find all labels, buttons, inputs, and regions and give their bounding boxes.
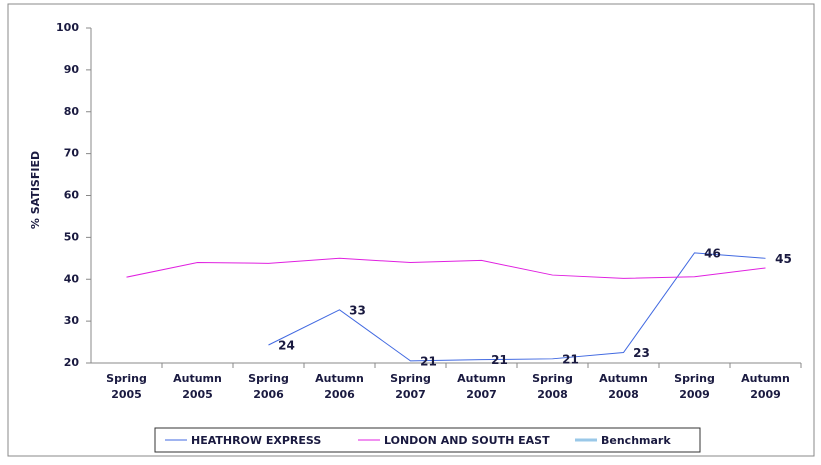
x-tick-label: Spring 2006 — [248, 372, 289, 401]
y-tick-label: 20 — [64, 356, 80, 369]
data-label: 46 — [704, 246, 721, 260]
x-tick-label: Spring 2007 — [390, 372, 431, 401]
data-label: 21 — [562, 352, 579, 366]
data-label: 33 — [349, 303, 366, 317]
series-line — [126, 257, 766, 279]
x-tick-label: Autumn 2009 — [741, 372, 790, 401]
y-axis-label: % SATISFIED — [29, 151, 42, 229]
legend-label: Benchmark — [601, 434, 671, 447]
data-label: 24 — [278, 338, 295, 352]
legend-label: LONDON AND SOUTH EAST — [384, 434, 550, 447]
x-tick-label: Autumn 2007 — [457, 372, 506, 401]
y-tick-label: 70 — [64, 147, 80, 160]
y-tick-label: 30 — [64, 314, 80, 327]
y-tick-label: 80 — [64, 105, 80, 118]
data-label: 45 — [775, 252, 792, 266]
x-tick-label: Autumn 2008 — [599, 372, 648, 401]
y-tick-label: 40 — [64, 272, 80, 285]
series-line — [268, 252, 766, 362]
chart-frame — [7, 3, 815, 457]
data-label: 23 — [633, 346, 650, 360]
x-tick-label: Spring 2005 — [106, 372, 147, 401]
x-tick-label: Spring 2009 — [674, 372, 715, 401]
data-label: 21 — [420, 354, 437, 368]
y-tick-label: 90 — [64, 63, 80, 76]
y-tick-label: 50 — [64, 230, 80, 243]
y-tick-label: 60 — [64, 189, 80, 202]
legend-label: HEATHROW EXPRESS — [191, 434, 321, 447]
legend-box — [154, 427, 701, 453]
x-tick-label: Spring 2008 — [532, 372, 573, 401]
x-tick-label: Autumn 2005 — [173, 372, 222, 401]
y-tick-label: 100 — [56, 21, 79, 34]
x-tick-label: Autumn 2006 — [315, 372, 364, 401]
data-label: 21 — [491, 353, 508, 367]
